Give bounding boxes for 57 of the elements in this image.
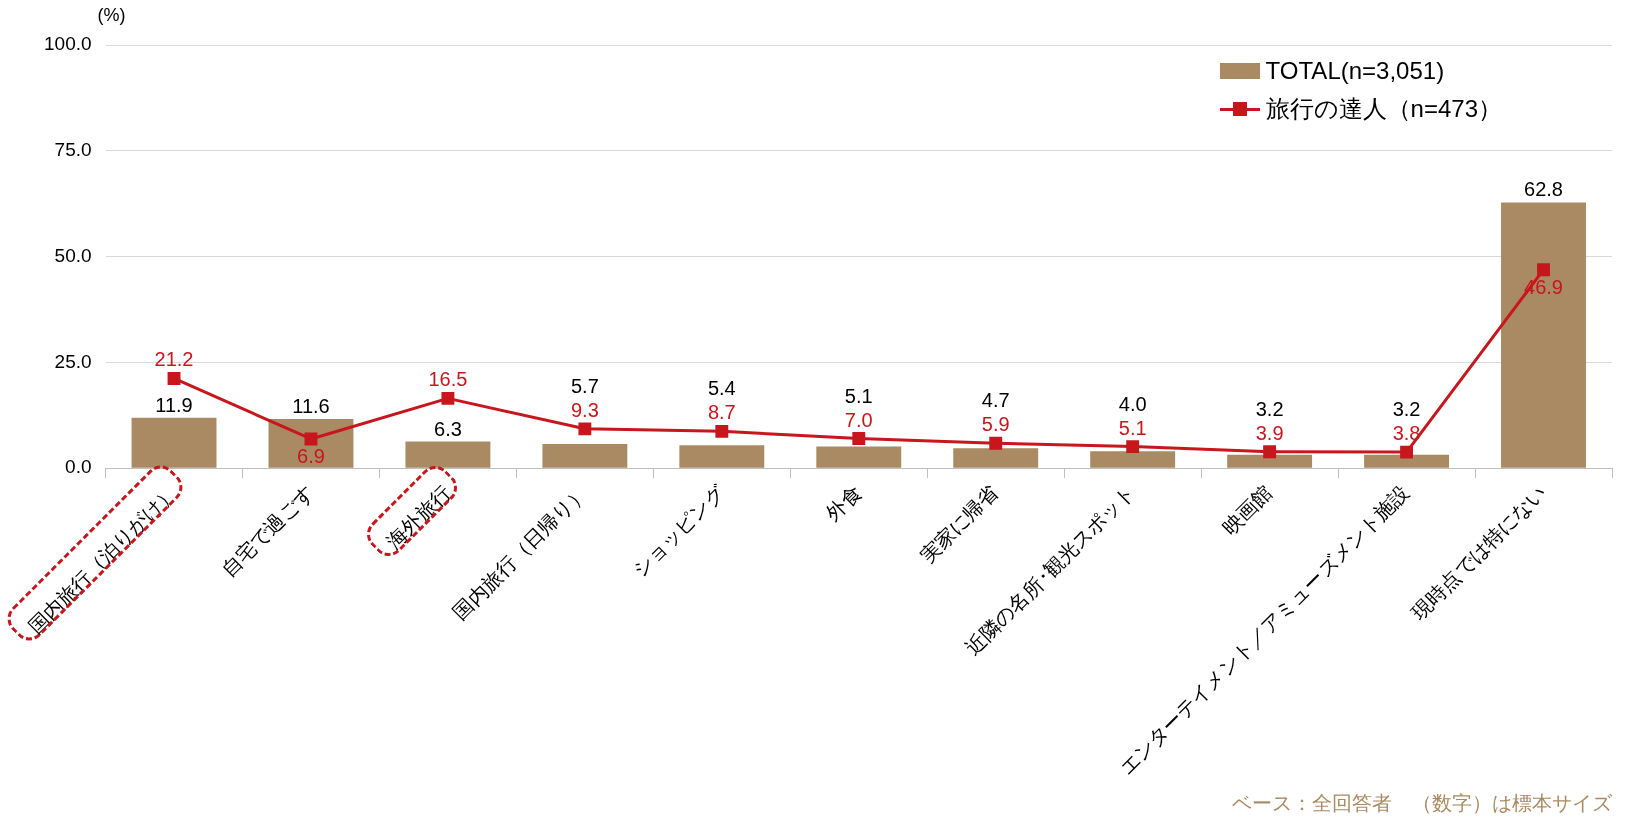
bar (953, 448, 1039, 468)
point (715, 424, 729, 438)
data-label: 6.9 (297, 444, 325, 467)
data-label: 5.9 (981, 413, 1010, 436)
legend-label: 旅行の達人（n=473） (1265, 94, 1502, 124)
data-label: 5.1 (1118, 416, 1147, 439)
data-label: 6.3 (434, 417, 462, 440)
data-label: 4.0 (1118, 392, 1147, 415)
point (578, 422, 592, 436)
bar (1364, 454, 1450, 468)
x-tick-label: ショッピング (628, 480, 730, 582)
point (852, 432, 866, 446)
bar (542, 444, 628, 468)
y-tick-label: 75.0 (54, 139, 92, 161)
point (989, 436, 1003, 450)
point (1126, 440, 1140, 454)
y-tick-label: 0.0 (65, 456, 92, 478)
data-label: 3.2 (1392, 398, 1421, 421)
bar (1501, 202, 1586, 468)
x-tick-label: 実家に帰省 (916, 480, 1003, 568)
bar (405, 441, 491, 468)
data-label: 7.0 (844, 408, 873, 431)
data-label: 4.7 (981, 389, 1010, 412)
data-label: 5.7 (570, 374, 599, 397)
data-label: 11.9 (155, 393, 193, 416)
data-label: 5.4 (707, 377, 736, 400)
data-label: 16.5 (428, 368, 468, 391)
x-tick-label: 外食 (821, 480, 866, 525)
data-label: 5.1 (844, 384, 873, 407)
bar (131, 417, 217, 468)
x-tick-label: 海外旅行 (382, 480, 455, 553)
point (1263, 445, 1277, 459)
bar (268, 419, 354, 468)
x-tick-label: 映画館 (1218, 480, 1277, 539)
x-tick-label: 自宅で過ごす (217, 480, 318, 582)
data-label: 9.3 (570, 398, 599, 421)
point (1400, 445, 1414, 459)
data-label: 3.9 (1255, 421, 1284, 444)
y-tick-label: 50.0 (54, 244, 92, 266)
point (167, 372, 181, 385)
bar (1090, 451, 1176, 468)
data-label: 11.6 (292, 395, 330, 418)
text: ベース：全回答者 （数字）は標本サイズ (1232, 791, 1612, 816)
y-axis-title: (%) (97, 5, 126, 26)
bar (679, 445, 765, 468)
data-label: 62.8 (1524, 178, 1563, 201)
point (1537, 263, 1550, 277)
point (441, 391, 455, 405)
bar (1227, 454, 1313, 468)
point (304, 432, 318, 446)
legend-label: TOTAL(n=3,051) (1265, 57, 1445, 85)
data-label: 3.2 (1255, 397, 1284, 420)
data-label: 8.7 (707, 401, 736, 424)
bar (816, 446, 902, 468)
y-tick-label: 100.0 (44, 33, 92, 55)
y-tick-label: 25.0 (54, 350, 92, 372)
data-label: 21.2 (154, 348, 194, 371)
